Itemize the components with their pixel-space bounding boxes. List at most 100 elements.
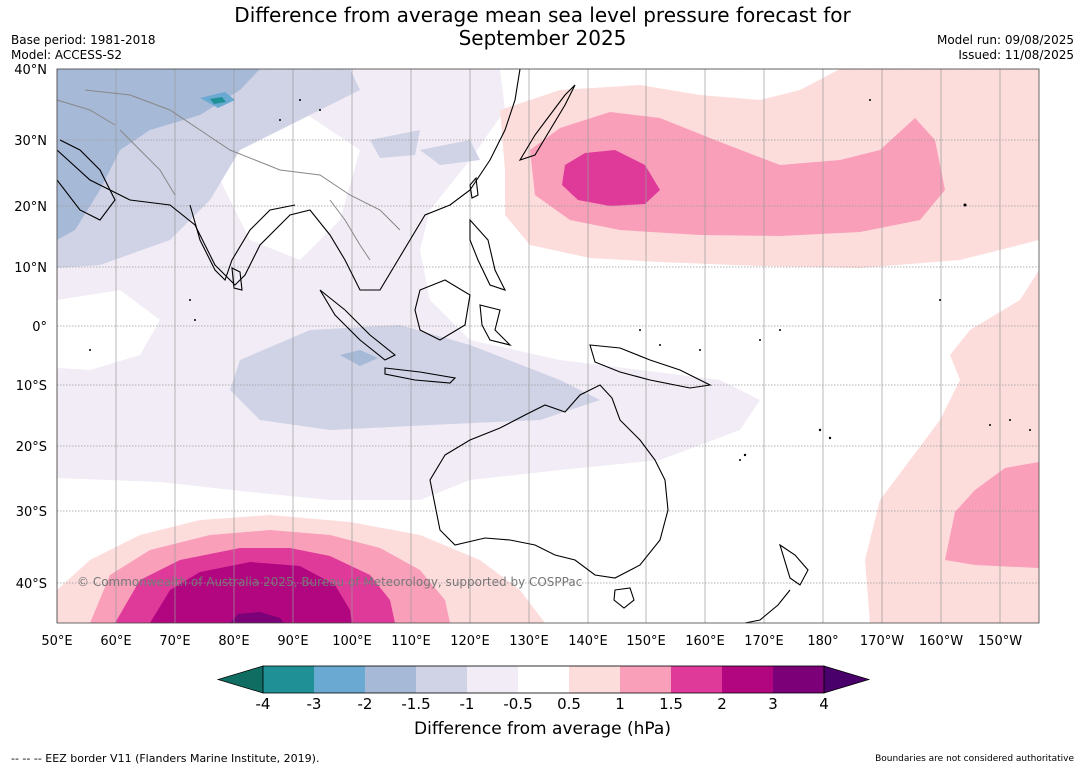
colorbar-tick: 0.5 — [557, 695, 581, 713]
coastlines — [57, 69, 809, 623]
colorbar-segment — [620, 666, 671, 693]
lon-label: 100°E — [332, 634, 372, 649]
colorbar-label: Difference from average (hPa) — [414, 719, 671, 739]
lon-label: 150°E — [626, 634, 666, 649]
boundaries-disclaimer: Boundaries are not considered authoritat… — [875, 754, 1074, 764]
sumatra-coastline — [319, 289, 397, 361]
colorbar-segment — [722, 666, 773, 693]
lon-label: 130°E — [509, 634, 549, 649]
australia-coastline — [429, 384, 669, 579]
japan-coastline — [518, 84, 576, 161]
negative-anomaly-region — [210, 97, 226, 104]
lat-label: 10°N — [14, 261, 47, 276]
lon-label: 150°W — [978, 634, 1022, 649]
sri-lanka-coastline — [231, 267, 243, 291]
colorbar — [216, 665, 871, 694]
map-title: Difference from average mean sea level p… — [0, 4, 1085, 50]
lon-label: 140°E — [568, 634, 608, 649]
lat-label: 30°N — [14, 134, 47, 149]
colorbar-max-arrow — [823, 665, 871, 694]
colorbar-tick: -1.5 — [401, 695, 430, 713]
positive-anomaly-region — [530, 112, 945, 236]
negative-anomaly-region — [340, 350, 378, 366]
lon-label: 60°E — [100, 634, 131, 649]
colorbar-tick: -2 — [358, 695, 373, 713]
neutral-region — [57, 290, 160, 370]
lat-label: 10°S — [16, 379, 47, 394]
lon-label: 180° — [807, 634, 838, 649]
positive-anomaly-region — [562, 150, 660, 206]
colorbar-tick: -3 — [307, 695, 322, 713]
arabia-coastline — [57, 139, 116, 221]
java-coastline — [384, 367, 457, 384]
colorbar-tick: 3 — [768, 695, 778, 713]
lat-label: 40°S — [16, 577, 47, 592]
colorbar-tick: 4 — [819, 695, 829, 713]
negative-anomaly-region — [420, 140, 480, 165]
asia-coastline — [57, 69, 521, 291]
sulawesi-coastline — [479, 304, 512, 347]
title-line-1: Difference from average mean sea level p… — [234, 3, 851, 27]
map-graticule — [56, 69, 1001, 623]
lon-label: 120°E — [450, 634, 490, 649]
lon-label: 160°W — [919, 634, 963, 649]
lon-label: 50°E — [41, 634, 72, 649]
colorbar-segment — [569, 666, 620, 693]
positive-anomaly-region — [230, 612, 284, 623]
latitude-labels: 40°N 30°N 20°N 10°N 0° 10°S 20°S 30°S 40… — [14, 63, 47, 592]
lon-label: 160°E — [685, 634, 725, 649]
issued-text: Issued: 11/08/2025 — [958, 48, 1074, 62]
negative-anomaly-region — [57, 69, 260, 240]
colorbar-tick: 1 — [615, 695, 625, 713]
lon-label: 90°E — [277, 634, 308, 649]
colorbar-tick: 2 — [717, 695, 727, 713]
colorbar-segment — [314, 666, 365, 693]
colorbar-segment — [671, 666, 722, 693]
run-info: Model run: 09/08/2025 Issued: 11/08/2025 — [937, 33, 1074, 63]
lon-label: 80°E — [218, 634, 249, 649]
colorbar-segment — [416, 666, 467, 693]
longitude-labels: 50°E 60°E 70°E 80°E 90°E 100°E 110°E 120… — [41, 634, 1022, 649]
colorbar-frame — [262, 665, 825, 694]
neutral-region — [215, 110, 360, 260]
colorbar-segment — [773, 666, 824, 693]
positive-anomaly-region — [150, 562, 352, 623]
colorbar-segment — [518, 666, 569, 693]
model-run-text: Model run: 09/08/2025 — [936, 33, 1074, 47]
lat-label: 40°N — [14, 63, 47, 78]
colorbar-segment — [467, 666, 518, 693]
lon-label: 170°E — [744, 634, 784, 649]
pressure-anomaly-field — [57, 69, 1039, 623]
colorbar-tick: -0.5 — [503, 695, 532, 713]
india-coastline — [189, 204, 296, 282]
negative-anomaly-region — [370, 130, 420, 158]
taiwan-coastline — [469, 176, 479, 199]
tasmania-coastline — [613, 587, 635, 609]
lat-label: 0° — [32, 320, 47, 335]
country-borders — [57, 89, 401, 261]
model-name-text: Model: ACCESS-S2 — [11, 48, 123, 62]
model-info: Base period: 1981-2018 Model: ACCESS-S2 — [11, 33, 156, 63]
positive-anomaly-region — [945, 462, 1039, 568]
map-frame — [56, 68, 1040, 624]
new-guinea-coastline — [589, 344, 712, 389]
colorbar-min-arrow — [216, 665, 264, 694]
colorbar-segment — [263, 666, 314, 693]
pacific-islands — [89, 99, 1031, 461]
colorbar-tick: 1.5 — [659, 695, 683, 713]
eez-border-legend: -- -- -- EEZ border V11 (Flanders Marine… — [11, 752, 320, 765]
lat-label: 20°S — [16, 440, 47, 455]
base-period-text: Base period: 1981-2018 — [11, 33, 156, 47]
lon-label: 110°E — [391, 634, 431, 649]
philippines-coastline — [469, 218, 507, 291]
lon-label: 170°W — [860, 634, 904, 649]
negative-anomaly-region — [230, 325, 600, 430]
title-line-2: September 2025 — [458, 26, 627, 50]
colorbar-segment — [365, 666, 416, 693]
new-zealand-coastline — [744, 543, 809, 623]
colorbar-tick: -1 — [460, 695, 475, 713]
colorbar-tick-labels: -4 -3 -2 -1.5 -1 -0.5 0.5 1 1.5 2 3 4 — [256, 695, 829, 713]
lat-label: 30°S — [16, 505, 47, 520]
colorbar-tick: -4 — [256, 695, 271, 713]
